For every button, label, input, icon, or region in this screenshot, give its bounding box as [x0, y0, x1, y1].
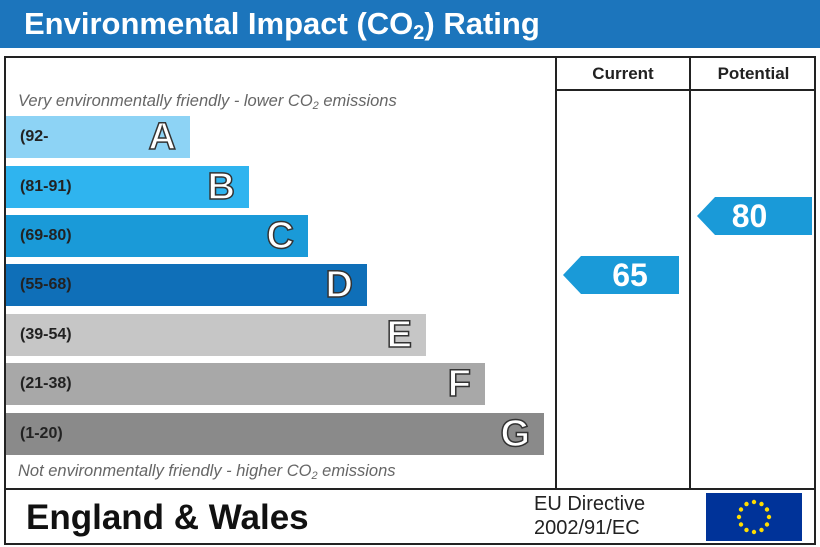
band-e: (39-54) E [6, 313, 426, 357]
band-f-letter: F [447, 362, 472, 406]
band-e-letter: E [386, 313, 413, 357]
band-f-range: (21-38) [20, 375, 72, 392]
eu-flag-icon [706, 493, 802, 541]
header-divider [555, 89, 816, 91]
band-a: (92- A [6, 115, 190, 159]
eu-directive-label: EU Directive 2002/91/EC [534, 492, 645, 540]
band-g-letter: G [500, 412, 531, 456]
eu-flag-star-icon [751, 529, 757, 535]
band-d: (55-68) D [6, 263, 367, 307]
eu-flag-star-icon [744, 527, 749, 533]
band-d-range: (55-68) [20, 276, 72, 293]
chart-title: Environmental Impact (CO2) Rating [0, 0, 820, 48]
band-g-range: (1-20) [20, 425, 63, 442]
band-f: (21-38) F [6, 362, 485, 406]
potential-rating-arrow-shape [697, 197, 812, 235]
band-d-letter: D [325, 263, 354, 307]
potential-rating-value: 80 [731, 198, 768, 234]
bottom-note: Not environmentally friendly - higher CO… [18, 462, 396, 482]
eu-flag-star-icon [751, 499, 757, 505]
rating-frame [4, 56, 816, 545]
region-label: England & Wales [26, 498, 309, 537]
eu-flag-star-icon [736, 514, 742, 520]
band-g: (1-20) G [6, 412, 544, 456]
eu-flag-star-icon [759, 527, 764, 533]
band-a-letter: A [148, 115, 177, 159]
current-rating-arrow [563, 256, 679, 294]
current-rating-arrow-shape [563, 256, 679, 294]
band-c-letter: C [266, 214, 295, 258]
eu-directive-line2: 2002/91/EC [534, 517, 640, 539]
band-c: (69-80) C [6, 214, 308, 258]
current-column-header: Current [592, 64, 654, 83]
footer-divider [4, 488, 816, 490]
eu-flag-star-icon [766, 514, 772, 520]
eu-flag-star-icon [744, 501, 749, 507]
band-b: (81-91) B [6, 165, 249, 209]
band-a-range: (92- [20, 128, 49, 145]
column-divider-right [689, 56, 691, 490]
band-b-letter: B [207, 165, 236, 209]
eu-flag-star-icon [759, 501, 764, 507]
eu-flag-star-icon [738, 507, 744, 512]
eu-flag-star-icon [738, 522, 744, 527]
column-divider-left [555, 56, 557, 490]
eu-flag-star-icon [764, 522, 770, 527]
potential-column-header: Potential [717, 64, 790, 83]
potential-rating-arrow [697, 197, 812, 235]
band-e-range: (39-54) [20, 326, 72, 343]
band-c-range: (69-80) [20, 227, 72, 244]
eu-directive-line1: EU Directive [534, 493, 646, 515]
top-note: Very environmentally friendly - lower CO… [18, 92, 397, 112]
band-b-range: (81-91) [20, 178, 72, 195]
current-rating-value: 65 [612, 257, 648, 293]
eu-flag-star-icon [764, 507, 770, 512]
